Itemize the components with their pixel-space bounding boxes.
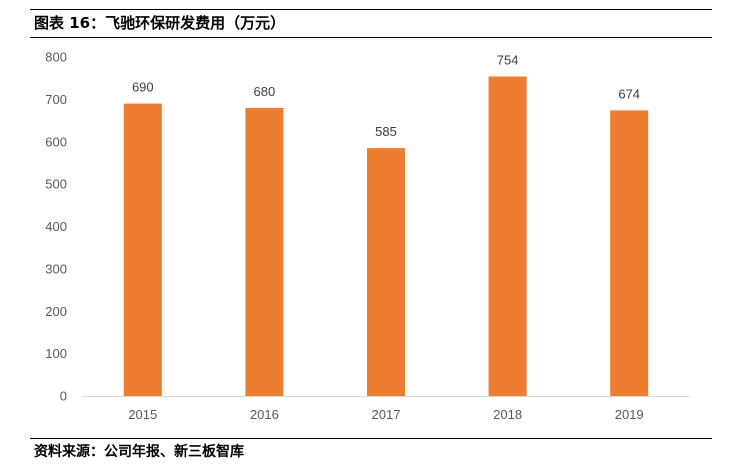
title-underline: [30, 37, 712, 38]
y-tick-label: 600: [45, 134, 67, 149]
figure-title: 图表 16：飞驰环保研发费用（万元）: [34, 14, 286, 32]
bar: [245, 107, 284, 396]
x-tick-label: 2019: [615, 407, 644, 422]
y-tick-label: 800: [45, 50, 67, 65]
bar: [488, 76, 527, 397]
data-label: 674: [618, 86, 640, 101]
x-tick-label: 2015: [128, 407, 157, 422]
source-note: 资料来源：公司年报、新三板智库: [34, 444, 244, 460]
data-label: 690: [132, 80, 154, 95]
y-tick-label: 100: [45, 346, 67, 361]
bar: [367, 148, 405, 396]
x-tick-label: 2017: [372, 407, 401, 422]
data-label: 680: [254, 84, 276, 99]
bar: [123, 103, 162, 397]
y-tick-label: 0: [60, 389, 67, 404]
y-tick-label: 500: [45, 177, 67, 192]
data-label: 585: [375, 124, 397, 139]
data-label: 754: [497, 52, 519, 67]
y-tick-label: 400: [45, 219, 67, 234]
top-rule: [30, 9, 712, 10]
y-tick-label: 700: [45, 92, 67, 107]
y-tick-label: 200: [45, 304, 67, 319]
bar: [610, 110, 649, 396]
bottom-rule: [30, 438, 712, 439]
y-tick-label: 300: [45, 261, 67, 276]
x-tick-label: 2018: [493, 407, 522, 422]
x-tick-label: 2016: [250, 407, 279, 422]
